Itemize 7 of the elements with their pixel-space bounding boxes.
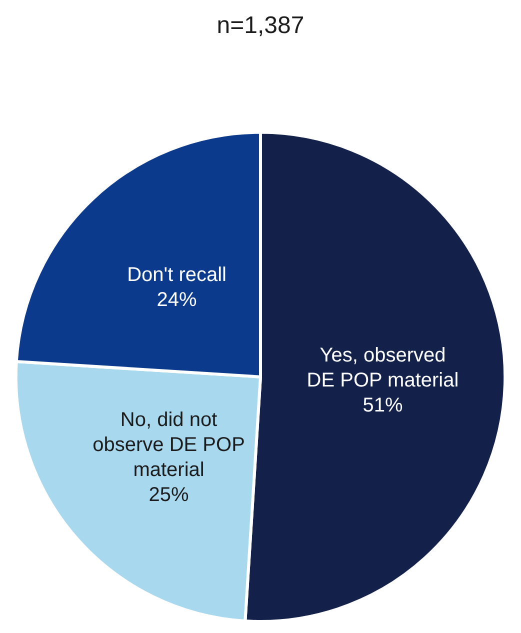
data-label: 25% <box>148 484 189 506</box>
chart-title: n=1,387 <box>216 12 304 40</box>
data-label: 51% <box>362 394 403 416</box>
slice-label: Yes, observed DE POP material <box>306 344 459 392</box>
data-label: 24% <box>156 288 198 311</box>
slice-label: No, did not observe DE POP material <box>92 408 245 481</box>
slice-label: Don't recall <box>127 264 226 286</box>
